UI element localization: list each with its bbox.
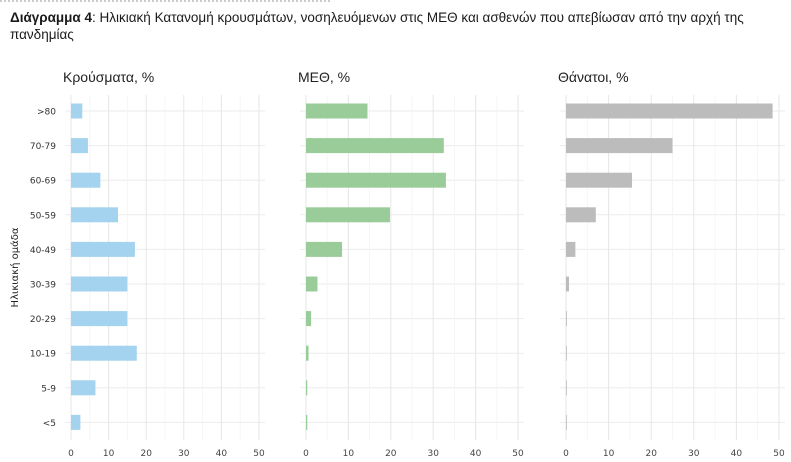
bar xyxy=(566,311,567,327)
panel-title: ΜΕΘ, % xyxy=(298,69,350,85)
x-tick-label: 20 xyxy=(385,449,397,459)
bar xyxy=(566,241,576,257)
bar xyxy=(306,241,343,257)
bar xyxy=(71,276,128,292)
category-label: 10-19 xyxy=(30,350,56,360)
bar xyxy=(306,207,390,223)
bar xyxy=(306,414,308,430)
caption-label: Διάγραμμα 4 xyxy=(10,10,92,25)
category-label: 70-79 xyxy=(30,142,56,152)
x-tick-label: 0 xyxy=(563,449,569,459)
bar xyxy=(71,241,135,257)
x-tick-label: 40 xyxy=(216,449,228,459)
category-label: >80 xyxy=(37,108,56,118)
x-tick-label: 40 xyxy=(470,449,482,459)
x-tick-label: 0 xyxy=(303,449,309,459)
bar xyxy=(71,311,128,327)
x-tick-label: 0 xyxy=(68,449,74,459)
x-tick-label: 30 xyxy=(427,449,439,459)
bar xyxy=(71,380,96,396)
x-tick-label: 20 xyxy=(140,449,152,459)
caption-text: : Ηλικιακή Κατανομή κρουσμάτων, νοσηλευό… xyxy=(10,10,744,42)
x-tick-label: 50 xyxy=(253,449,265,459)
x-tick-label: 30 xyxy=(178,449,190,459)
category-label: 40-49 xyxy=(30,246,56,256)
bar xyxy=(566,138,673,154)
x-tick-label: 10 xyxy=(343,449,355,459)
bar xyxy=(566,103,773,119)
bar xyxy=(71,414,81,430)
x-tick-label: 40 xyxy=(731,449,743,459)
bar xyxy=(71,207,118,223)
bar xyxy=(566,380,567,396)
bar xyxy=(566,276,569,292)
x-tick-label: 50 xyxy=(512,449,524,459)
bar xyxy=(306,276,318,292)
bar xyxy=(566,414,567,430)
bar xyxy=(566,207,596,223)
category-label: 60-69 xyxy=(30,177,56,187)
y-axis-label: Ηλικιακή ομάδα xyxy=(9,227,21,307)
category-label: 20-29 xyxy=(30,315,56,325)
bar xyxy=(306,345,309,361)
bar xyxy=(306,172,446,188)
x-tick-label: 10 xyxy=(103,449,115,459)
bar xyxy=(71,172,101,188)
category-label: <5 xyxy=(43,419,56,429)
clipped-top-text xyxy=(0,0,330,7)
bar xyxy=(306,103,368,119)
category-label: 50-59 xyxy=(30,211,56,221)
panel-title: Κρούσματα, % xyxy=(63,69,154,85)
bar xyxy=(306,380,308,396)
bar xyxy=(71,138,88,154)
x-tick-label: 50 xyxy=(773,449,785,459)
bar xyxy=(566,345,567,361)
figure-caption: Διάγραμμα 4: Ηλικιακή Κατανομή κρουσμάτω… xyxy=(10,9,785,43)
panel-title: Θάνατοι, % xyxy=(558,69,629,85)
x-tick-label: 20 xyxy=(645,449,657,459)
x-tick-label: 10 xyxy=(603,449,615,459)
x-tick-label: 30 xyxy=(688,449,700,459)
bar xyxy=(566,172,633,188)
bar xyxy=(306,138,444,154)
bar xyxy=(71,103,83,119)
category-label: 30-39 xyxy=(30,281,56,291)
category-label: 5-9 xyxy=(41,384,56,394)
bar xyxy=(71,345,137,361)
bar xyxy=(306,311,312,327)
